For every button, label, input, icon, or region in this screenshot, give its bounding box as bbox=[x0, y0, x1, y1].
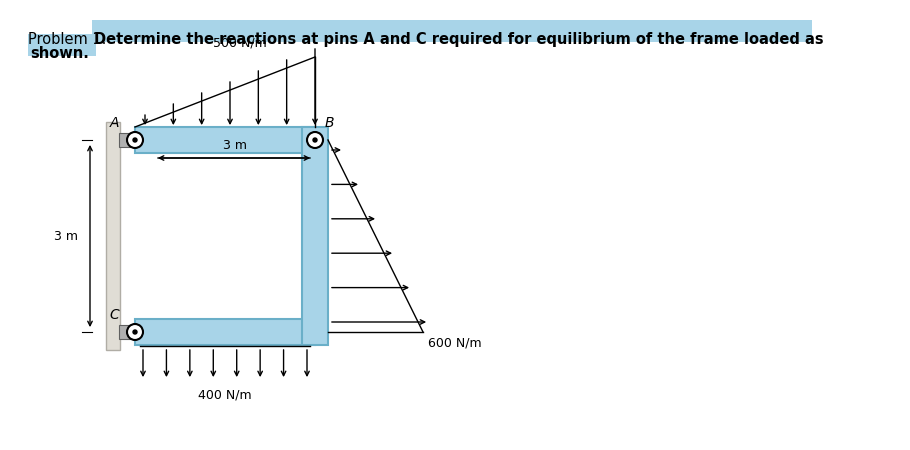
Text: 3 m: 3 m bbox=[54, 230, 78, 243]
Bar bbox=[119, 325, 131, 339]
Text: 600 N/m: 600 N/m bbox=[428, 336, 481, 349]
Bar bbox=[135, 127, 315, 153]
Bar bbox=[106, 122, 120, 350]
Circle shape bbox=[127, 324, 143, 340]
Circle shape bbox=[127, 132, 143, 148]
Text: A: A bbox=[109, 116, 119, 130]
Text: B: B bbox=[325, 116, 335, 130]
Bar bbox=[135, 319, 315, 345]
Text: 3 m: 3 m bbox=[223, 139, 247, 152]
Circle shape bbox=[133, 138, 137, 142]
Circle shape bbox=[307, 132, 323, 148]
Text: 500 N/m: 500 N/m bbox=[213, 36, 267, 49]
Circle shape bbox=[313, 138, 317, 142]
Bar bbox=[302, 127, 328, 345]
Bar bbox=[92, 20, 812, 42]
Bar bbox=[119, 133, 131, 147]
Circle shape bbox=[133, 330, 137, 334]
Text: shown.: shown. bbox=[30, 46, 89, 61]
Text: C: C bbox=[109, 308, 119, 322]
Text: 400 N/m: 400 N/m bbox=[198, 388, 252, 401]
Text: Determine the reactions at pins A and C required for equilibrium of the frame lo: Determine the reactions at pins A and C … bbox=[94, 32, 824, 47]
Bar bbox=[28, 34, 96, 56]
Text: Problem 1.: Problem 1. bbox=[28, 32, 111, 47]
